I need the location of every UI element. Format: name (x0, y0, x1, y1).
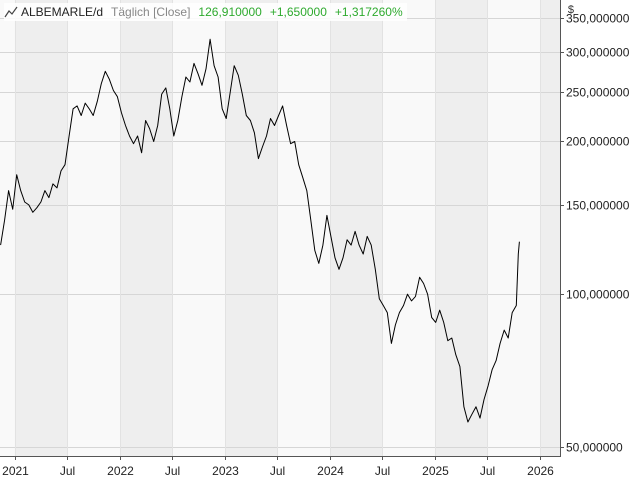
y-tick-label: 200,000000 (566, 135, 630, 149)
x-tick-label: 2025 (422, 464, 449, 478)
price-change: +1,650000 (269, 5, 327, 19)
currency-label: $ (567, 4, 574, 16)
y-tick-label: 250,000000 (566, 86, 630, 100)
vertical-gridlines (15, 0, 541, 456)
symbol-label: ALBEMARLE/d (21, 5, 104, 19)
y-tick-label: 350,000000 (566, 12, 630, 26)
x-tick-label: 2024 (317, 464, 344, 478)
x-axis-ticks: 2021 Jul 2022 Jul 2023 Jul 2024 Jul 2025 Jul 2026 (2, 456, 554, 478)
y-tick-label: 100,000000 (566, 288, 630, 302)
y-tick-label: 50,000000 (566, 441, 623, 455)
x-tick-label: Jul (270, 464, 285, 478)
y-axis-ticks: 50,000000 100,000000 150,000000 200,000000 2… (560, 12, 630, 455)
x-tick-label: Jul (480, 464, 495, 478)
year-band (225, 0, 278, 456)
year-band (14, 0, 68, 456)
x-tick-label: 2023 (212, 464, 239, 478)
year-band (330, 0, 383, 456)
line-chart-icon (4, 6, 18, 18)
x-tick-label: 2026 (527, 464, 554, 478)
chart-header: ALBEMARLE/d Täglich [Close] 126,910000 +… (4, 3, 407, 21)
last-price: 126,910000 (198, 5, 262, 19)
price-series (0, 38, 520, 423)
x-tick-label: Jul (60, 464, 75, 478)
year-band (120, 0, 173, 456)
x-tick-label: Jul (165, 464, 180, 478)
x-tick-label: 2022 (107, 464, 134, 478)
period-label: Täglich [Close] (111, 5, 191, 19)
x-tick-label: Jul (375, 464, 390, 478)
price-change-percent: +1,317260% (334, 5, 403, 19)
y-tick-label: 150,000000 (566, 199, 630, 213)
y-tick-label: 300,000000 (566, 46, 630, 60)
period-bands (14, 0, 560, 456)
year-band (540, 0, 560, 456)
axes (0, 0, 561, 457)
year-band (435, 0, 488, 456)
price-line (0, 38, 520, 423)
x-tick-label: 2021 (2, 464, 29, 478)
